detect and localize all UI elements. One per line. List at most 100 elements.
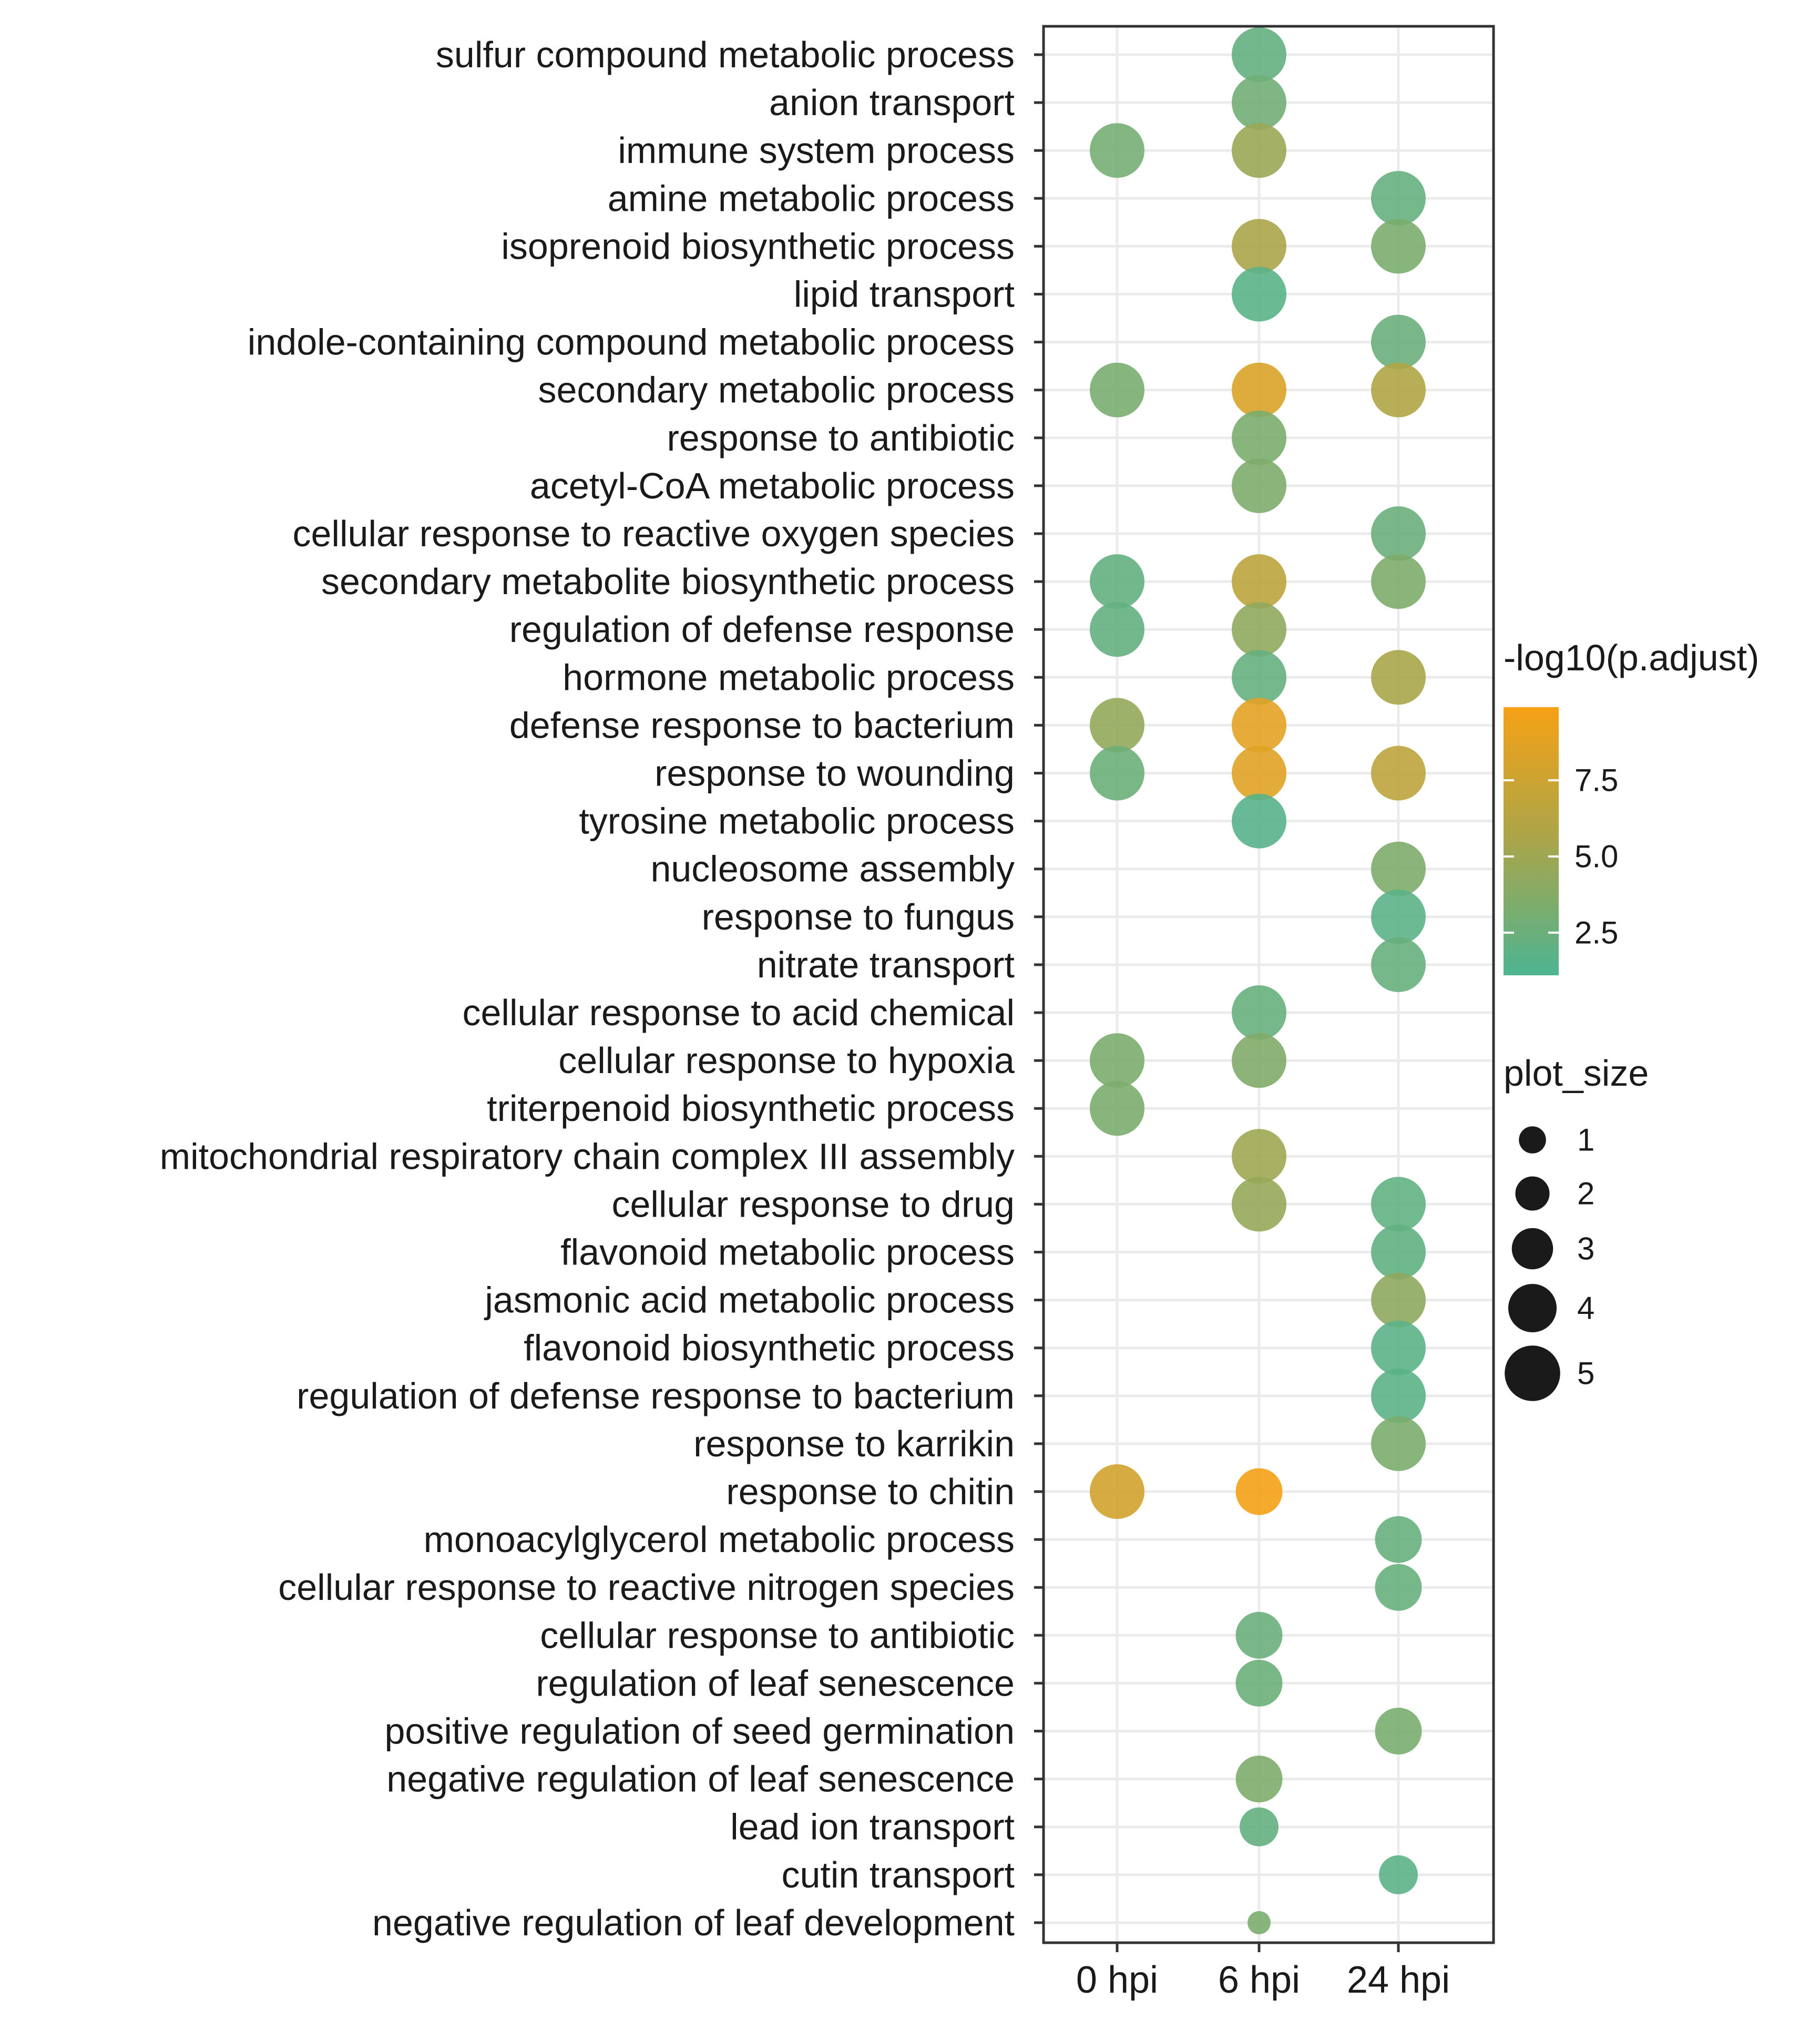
size-legend-dot: [1505, 1345, 1560, 1401]
y-tick-label: immune system process: [618, 130, 1015, 171]
y-tick-label: defense response to bacterium: [509, 705, 1015, 746]
data-point: [1375, 1708, 1422, 1754]
data-point: [1232, 554, 1286, 609]
y-tick-label: negative regulation of leaf senescence: [386, 1759, 1015, 1800]
y-tick-label: cellular response to antibiotic: [540, 1615, 1015, 1656]
data-point: [1235, 1468, 1283, 1515]
data-point: [1371, 554, 1426, 609]
data-point: [1232, 746, 1286, 801]
y-tick-label: mitochondrial respiratory chain complex …: [160, 1136, 1015, 1177]
y-tick-label: sulfur compound metabolic process: [436, 34, 1015, 75]
data-point: [1232, 1033, 1286, 1088]
size-legend-label: 1: [1577, 1123, 1594, 1158]
data-point: [1371, 650, 1426, 705]
data-point: [1240, 1807, 1279, 1846]
y-tick-label: hormone metabolic process: [563, 657, 1015, 698]
y-tick-label: lipid transport: [794, 274, 1015, 315]
data-point: [1379, 1855, 1418, 1894]
color-legend-title: -log10(p.adjust): [1504, 637, 1759, 678]
data-point: [1090, 123, 1144, 178]
data-point: [1371, 1225, 1426, 1280]
data-point: [1371, 314, 1426, 370]
data-point: [1375, 1564, 1422, 1611]
size-legend-title: plot_size: [1504, 1053, 1649, 1094]
y-tick-label: flavonoid metabolic process: [560, 1232, 1015, 1273]
data-point: [1375, 1516, 1422, 1563]
data-point: [1090, 1033, 1144, 1088]
data-point: [1235, 1659, 1283, 1707]
data-point: [1232, 1177, 1286, 1232]
data-point: [1232, 650, 1286, 705]
data-point: [1248, 1911, 1271, 1934]
data-point: [1232, 75, 1286, 130]
data-point: [1235, 1756, 1283, 1803]
data-point: [1232, 219, 1286, 274]
y-tick-label: response to chitin: [726, 1471, 1015, 1512]
y-tick-label: response to antibiotic: [667, 417, 1015, 458]
y-axis: sulfur compound metabolic process anion t…: [160, 34, 1044, 1943]
data-point: [1371, 889, 1426, 944]
x-axis: 0 hpi 6 hpi 24 hpi: [1076, 1943, 1450, 2001]
y-tick-label: cellular response to drug: [611, 1184, 1015, 1225]
size-legend-label: 4: [1577, 1291, 1594, 1326]
data-point: [1371, 1416, 1426, 1471]
size-legend-dot: [1508, 1283, 1557, 1333]
data-point: [1232, 267, 1286, 322]
data-point: [1371, 1320, 1426, 1375]
data-point: [1371, 171, 1426, 226]
y-tick-label: amine metabolic process: [608, 178, 1015, 219]
y-tick-label: cutin transport: [781, 1854, 1015, 1895]
y-tick-label: indole-containing compound metabolic pro…: [248, 322, 1015, 363]
data-point: [1371, 746, 1426, 801]
data-point: [1371, 362, 1426, 417]
y-tick-label: response to fungus: [702, 896, 1015, 937]
y-tick-label: jasmonic acid metabolic process: [484, 1280, 1015, 1321]
y-tick-label: regulation of defense response: [509, 609, 1015, 650]
y-tick-label: anion transport: [769, 82, 1015, 123]
y-tick-label: response to karrikin: [693, 1423, 1015, 1464]
data-point: [1090, 1081, 1144, 1136]
data-point: [1371, 937, 1426, 992]
y-tick-label: monoacylglycerol metabolic process: [424, 1519, 1015, 1560]
data-point: [1371, 1368, 1426, 1423]
data-point: [1371, 841, 1426, 896]
y-tick-label: cellular response to acid chemical: [462, 992, 1015, 1033]
data-point: [1232, 793, 1286, 849]
data-point: [1232, 27, 1286, 82]
size-legend-items: 1 2 3 4 5: [1505, 1123, 1594, 1401]
data-point: [1090, 554, 1144, 609]
y-tick-label: acetyl-CoA metabolic process: [530, 465, 1015, 506]
data-point: [1090, 602, 1144, 657]
y-tick-label: nucleosome assembly: [650, 849, 1015, 890]
size-legend-label: 5: [1577, 1356, 1594, 1391]
size-legend: plot_size 1 2 3 4 5: [1504, 1053, 1649, 1401]
data-point: [1090, 362, 1144, 417]
data-point: [1371, 1272, 1426, 1328]
color-bar-tick-label: 7.5: [1574, 763, 1618, 798]
data-point: [1090, 698, 1144, 753]
size-legend-label: 3: [1577, 1231, 1594, 1267]
y-tick-label: secondary metabolic process: [538, 370, 1015, 411]
data-points: [1090, 27, 1426, 1934]
y-tick-label: triterpenoid biosynthetic process: [487, 1088, 1015, 1129]
color-bar-tick-label: 2.5: [1574, 915, 1618, 950]
y-tick-label: response to wounding: [655, 753, 1015, 794]
data-point: [1371, 506, 1426, 561]
x-tick-label: 24 hpi: [1347, 1959, 1450, 2001]
data-point: [1235, 1611, 1283, 1659]
size-legend-dot: [1515, 1176, 1550, 1211]
y-tick-label: cellular response to reactive oxygen spe…: [292, 513, 1015, 554]
color-bar: [1504, 707, 1559, 975]
y-tick-label: cellular response to hypoxia: [558, 1040, 1015, 1081]
y-tick-label: lead ion transport: [730, 1807, 1015, 1848]
x-tick-label: 6 hpi: [1218, 1959, 1300, 2001]
y-tick-label: nitrate transport: [757, 944, 1015, 985]
y-tick-label: isoprenoid biosynthetic process: [501, 226, 1015, 267]
y-tick-label: cellular response to reactive nitrogen s…: [278, 1567, 1015, 1608]
y-tick-label: regulation of defense response to bacter…: [296, 1375, 1015, 1416]
y-tick-label: secondary metabolite biosynthetic proces…: [321, 561, 1015, 602]
plot-panel-border: [1042, 25, 1495, 1944]
data-point: [1232, 602, 1286, 657]
